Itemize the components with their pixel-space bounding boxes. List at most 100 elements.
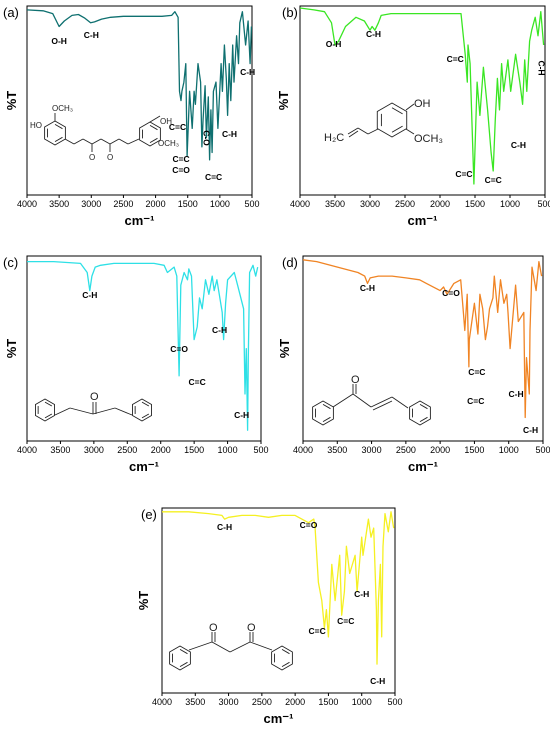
plot-frame — [26, 255, 262, 442]
band-label: C-H — [234, 410, 249, 420]
plot-frame — [26, 5, 253, 196]
chain-bond — [211, 641, 231, 653]
band-label: C=C — [455, 169, 472, 179]
ir-panel: 4000 3500 3000 2500 2000 1500 1000 500 cm⁻¹ %T (b)… — [276, 5, 550, 228]
x-tick-label: 1000 — [210, 199, 230, 209]
hydroxyl-bond — [405, 103, 415, 111]
curcumin-ring-right-double-bond — [149, 137, 158, 144]
x-tick-label: 3000 — [362, 445, 382, 455]
ir-panel: 4000 3500 3000 2500 2000 1500 1000 500 cm⁻¹ %T (e)… — [136, 507, 403, 726]
eugenol-ring-double-bond — [391, 125, 403, 133]
band-label: C=C — [468, 367, 485, 377]
structure-label: OH — [414, 98, 431, 110]
x-tick-label: 500 — [535, 445, 550, 455]
ir-panel: 4000 3500 3000 2500 2000 1500 1000 500 cm⁻¹ %T (a)… — [3, 5, 260, 228]
chain-bond — [109, 138, 120, 145]
x-tick-label: 2500 — [252, 697, 272, 707]
x-tick-label: 2500 — [117, 445, 137, 455]
x-tick-label: 2500 — [113, 199, 133, 209]
x-axis-title: cm⁻¹ — [264, 711, 294, 726]
x-tick-label: 1500 — [318, 697, 338, 707]
chain-bond — [73, 138, 84, 145]
ring-left — [35, 398, 55, 422]
ring-right-double-bond — [419, 403, 428, 410]
ring-left-double-bond — [322, 403, 331, 410]
x-tick-label: 500 — [387, 697, 402, 707]
chain-bond — [352, 393, 372, 408]
chain-bond — [249, 641, 273, 651]
x-axis-title: cm⁻¹ — [408, 213, 438, 228]
ring-right — [132, 398, 152, 422]
x-tick-label: 3500 — [49, 199, 69, 209]
x-axis-title: cm⁻¹ — [408, 459, 438, 474]
ring-right-double-bond — [141, 413, 150, 419]
band-label: C=C — [485, 175, 502, 185]
x-tick-label: 3000 — [219, 697, 239, 707]
chain-bond — [114, 407, 133, 416]
chain-bond — [127, 138, 140, 145]
x-tick-label: 500 — [244, 199, 259, 209]
molecule-structure: O — [35, 391, 152, 422]
structure-label: O — [90, 391, 99, 403]
band-label: C=O — [442, 288, 460, 298]
ring-right-double-bond — [281, 648, 290, 655]
methoxy-bond — [405, 128, 415, 135]
ring-left-double-bond — [44, 413, 53, 419]
x-tick-label: 1000 — [218, 445, 238, 455]
x-tick-label: 3500 — [325, 199, 345, 209]
plot-frame — [161, 507, 396, 694]
y-axis-title: %T — [276, 91, 291, 111]
chain-bond — [332, 393, 354, 408]
band-label: C-H — [509, 389, 524, 399]
ring-right-double-bond — [281, 661, 290, 668]
band-label: C=O — [300, 520, 318, 530]
chain-bond — [188, 641, 213, 651]
ring-left-double-bond — [44, 401, 53, 407]
chain-bond — [69, 407, 94, 415]
band-label: C-H — [240, 67, 255, 77]
spectrum-line — [299, 7, 545, 185]
allyl-bond — [347, 127, 359, 135]
allyl-bond — [357, 127, 369, 135]
band-label: O-H — [51, 36, 67, 46]
x-tick-label: 500 — [537, 199, 550, 209]
x-tick-label: 1000 — [500, 199, 520, 209]
ring-right-double-bond — [419, 416, 428, 423]
structure-label: O — [107, 153, 113, 162]
eugenol-ring-double-bond — [391, 107, 403, 115]
chain-bond — [100, 138, 111, 145]
chain-bond — [91, 138, 102, 145]
curcumin-ring-right — [139, 121, 161, 147]
structure-label: H₂C — [324, 132, 344, 144]
x-tick-label: 1500 — [178, 199, 198, 209]
x-tick-label: 3500 — [327, 445, 347, 455]
curcumin-ring-left-double-bond — [54, 136, 63, 143]
band-label: C-H — [511, 140, 526, 150]
molecule-structure: OCH₃ HO OCH₃ OH O O — [30, 104, 179, 162]
curcumin-ring-left — [44, 120, 66, 146]
x-tick-label: 2000 — [146, 199, 166, 209]
structure-label: O — [89, 153, 95, 162]
x-tick-label: 1500 — [464, 445, 484, 455]
x-tick-label: 1500 — [184, 445, 204, 455]
band-label: C-H — [360, 283, 375, 293]
eugenol-ring — [376, 102, 408, 138]
chain-bond — [118, 138, 129, 145]
x-tick-label: 4000 — [290, 199, 310, 209]
panel-label: (d) — [282, 255, 298, 270]
band-label: C-H — [212, 325, 227, 335]
x-axis-title: cm⁻¹ — [129, 459, 159, 474]
chain-bond — [391, 396, 409, 409]
band-label: C-H — [354, 589, 369, 599]
ring-right — [409, 400, 431, 426]
ring-left-double-bond — [179, 661, 188, 668]
panel-label: (a) — [3, 5, 19, 20]
panel-label: (e) — [141, 507, 157, 522]
y-axis-title: %T — [277, 339, 292, 359]
y-axis-title: %T — [4, 91, 19, 111]
band-label: C=C — [308, 626, 325, 636]
x-tick-label: 2000 — [430, 445, 450, 455]
spectrum-line — [26, 9, 253, 161]
